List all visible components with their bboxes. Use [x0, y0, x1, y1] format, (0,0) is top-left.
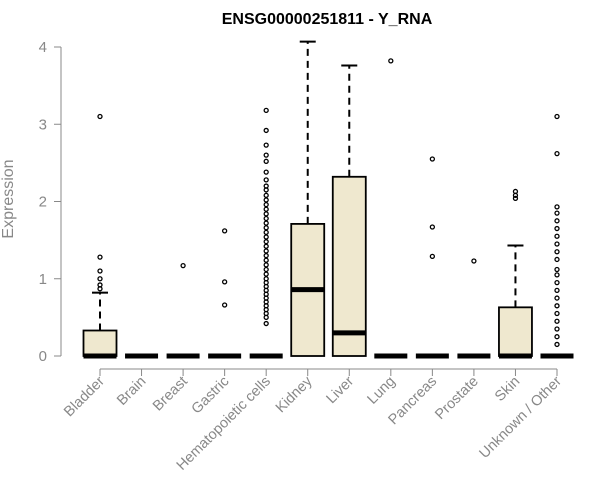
outlier-point — [554, 279, 560, 286]
outlier-point — [263, 248, 269, 254]
outlier-point — [554, 266, 560, 273]
outlier-point — [263, 234, 269, 240]
outlier-point — [263, 177, 269, 183]
outlier-point — [263, 252, 269, 259]
category-label: Breast — [150, 374, 191, 415]
outlier-point — [554, 272, 560, 278]
category-label: Skin — [492, 374, 523, 405]
outlier-point — [554, 204, 560, 210]
category-label: Liver — [324, 373, 358, 407]
box-body — [498, 306, 533, 357]
outlier-point — [263, 271, 269, 277]
outlier-point — [97, 276, 103, 282]
outlier-point — [263, 314, 269, 321]
outlier-point — [429, 224, 436, 230]
outlier-point — [554, 210, 560, 216]
outlier-point — [263, 225, 269, 231]
outlier-point — [429, 156, 436, 162]
outlier-point — [263, 192, 269, 198]
category-label: Prostate — [432, 374, 481, 423]
outlier-point — [554, 334, 560, 340]
outlier-point — [471, 258, 477, 264]
category-label: Brain — [114, 374, 149, 409]
outlier-point — [263, 215, 269, 222]
y-tick-label: 4 — [39, 39, 47, 56]
category-label: Lung — [365, 374, 399, 408]
outlier-point — [263, 152, 269, 158]
box-unknown-other — [540, 113, 574, 359]
outlier-point — [97, 113, 103, 120]
outlier-point — [554, 113, 560, 120]
outlier-point — [263, 243, 269, 249]
outlier-point — [263, 220, 269, 226]
outlier-point — [263, 158, 269, 164]
box-breast — [166, 262, 200, 359]
outlier-point — [180, 262, 186, 269]
outlier-point — [554, 241, 560, 247]
outlier-point — [97, 254, 103, 260]
outlier-point — [554, 310, 560, 317]
y-axis-label: Expression — [0, 159, 17, 238]
outlier-point — [554, 218, 560, 224]
category-label: Bladder — [61, 373, 108, 420]
box-lung — [374, 58, 408, 359]
outlier-point — [554, 233, 560, 239]
y-tick-label: 1 — [39, 271, 47, 288]
outlier-point — [97, 286, 103, 292]
outlier-point — [263, 187, 269, 193]
outlier-point — [554, 249, 560, 255]
box-liver — [331, 64, 367, 357]
box-body — [82, 329, 118, 357]
outlier-point — [512, 195, 519, 202]
box-pancreas — [415, 156, 449, 359]
outlier-point — [263, 320, 269, 327]
outlier-point — [221, 302, 228, 308]
y-tick-label: 3 — [39, 116, 47, 133]
outlier-point — [221, 228, 228, 234]
outlier-point — [263, 201, 269, 208]
outlier-point — [554, 326, 560, 332]
y-tick-label: 2 — [39, 194, 47, 211]
category-label: Kidney — [273, 373, 316, 416]
outlier-point — [97, 268, 103, 274]
outlier-point — [429, 253, 436, 259]
outlier-point — [263, 142, 269, 148]
outlier-point — [263, 107, 269, 113]
box-skin — [498, 188, 533, 359]
outlier-point — [554, 256, 560, 263]
outlier-point — [554, 303, 560, 309]
outlier-point — [263, 229, 269, 236]
outlier-point — [263, 169, 269, 175]
outlier-point — [554, 225, 560, 232]
y-axis: 0 1 2 3 4 — [39, 39, 62, 365]
box-gastric — [208, 228, 242, 359]
outlier-point — [554, 287, 560, 293]
outlier-point — [263, 262, 269, 268]
outlier-point — [263, 257, 269, 263]
box-hematopoietic-cells — [249, 107, 283, 359]
boxes — [82, 40, 574, 359]
x-axis — [99, 368, 558, 376]
outlier-point — [263, 127, 269, 134]
outlier-point — [554, 150, 560, 157]
box-bladder — [82, 113, 118, 359]
outlier-point — [263, 206, 269, 212]
outlier-point — [554, 295, 560, 301]
outlier-point — [263, 211, 269, 217]
outlier-point — [263, 266, 269, 273]
box-kidney — [290, 40, 326, 357]
outlier-point — [512, 192, 519, 198]
box-body — [331, 175, 367, 357]
box-prostate — [457, 258, 491, 359]
outlier-point — [263, 239, 269, 245]
outlier-point — [554, 341, 560, 348]
outlier-point — [388, 58, 394, 64]
outlier-point — [263, 197, 269, 203]
chart-title: ENSG00000251811 - Y_RNA — [222, 11, 433, 28]
y-tick-label: 0 — [39, 348, 47, 365]
outlier-point — [554, 318, 560, 324]
outlier-point — [221, 279, 228, 285]
